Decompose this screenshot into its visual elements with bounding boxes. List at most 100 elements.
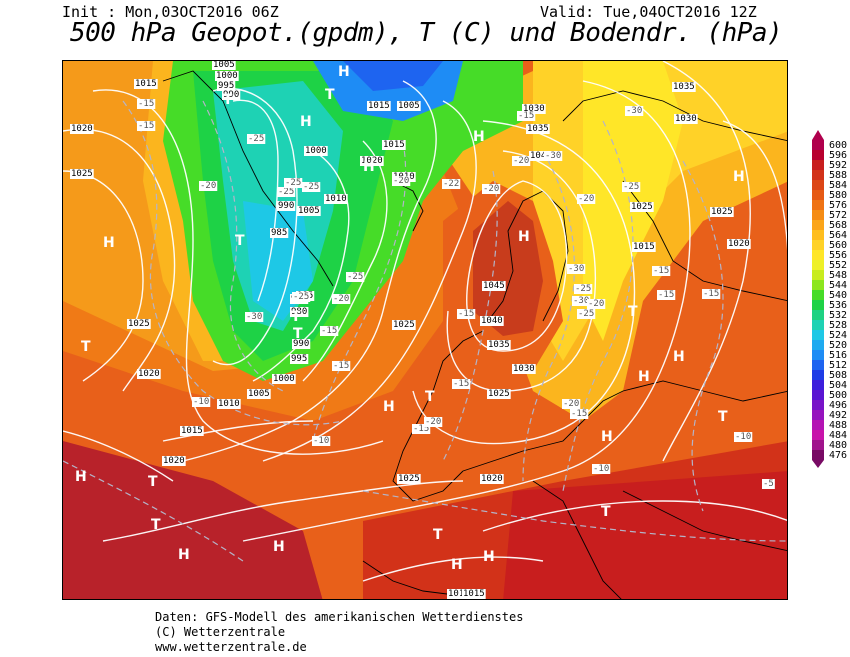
isotherm-label-bg: [346, 272, 365, 282]
isotherm-label: -25: [248, 134, 264, 144]
isobar-label: 1015: [181, 426, 203, 436]
isobar-label-bg: [222, 90, 241, 100]
isotherm-label-bg: [247, 134, 266, 144]
isobar-label-bg: [462, 589, 486, 599]
pressure-center-label: H: [75, 469, 87, 485]
isotherm-label-bg: [137, 121, 156, 131]
isobar-label: 1045: [483, 281, 505, 291]
isobar-label: 980: [291, 307, 307, 317]
isotherm-label: -22: [443, 179, 459, 189]
pressure-center-label: T: [601, 504, 611, 520]
isotherms: [63, 100, 787, 562]
legend-swatch: [812, 200, 824, 210]
isobar-label-bg: [180, 426, 204, 436]
legend-swatch: [812, 430, 824, 440]
isobar-label-bg: [382, 140, 406, 150]
isobar-label-bg: [217, 81, 236, 91]
isobar-label-bg: [480, 474, 504, 484]
isotherm-label: -20: [578, 194, 594, 204]
isobar-label: 995: [218, 81, 234, 91]
isotherm-label-bg: [284, 178, 303, 188]
isotherm-label: -20: [393, 176, 409, 186]
isobar-label: 1025: [393, 320, 415, 330]
pressure-center-label: H: [383, 399, 395, 415]
legend-swatch: [812, 170, 824, 180]
pressure-center-label: H: [601, 429, 613, 445]
footer-source: Daten: GFS-Modell des amerikanischen Wet…: [155, 610, 524, 624]
isobar-label-bg: [134, 79, 158, 89]
legend-swatch: [812, 370, 824, 380]
isobar-label: 1030: [513, 364, 535, 374]
legend-level-label: 588: [829, 170, 848, 181]
legend-level-label: 556: [829, 250, 848, 261]
isotherm-label-bg: [482, 184, 501, 194]
isotherm-label: -25: [575, 284, 591, 294]
legend-level-label: 528: [829, 320, 848, 331]
legend-swatch: [812, 180, 824, 190]
isotherm-label: -25: [293, 292, 309, 302]
isobar-label-bg: [397, 474, 421, 484]
legend-level-label: 596: [829, 150, 848, 161]
isobar-label-bg: [292, 339, 311, 349]
isobar-label-bg: [392, 320, 416, 330]
field-darkred-sw: [63, 441, 323, 599]
isotherm-label-bg: [652, 266, 671, 276]
legend-swatch: [812, 350, 824, 360]
isotherm-label: -25: [285, 178, 301, 188]
isobar-label-bg: [632, 242, 656, 252]
legend-swatch: [812, 260, 824, 270]
isotherm-label: -20: [200, 181, 216, 191]
legend-level-label: 488: [829, 420, 848, 431]
isotherm-label-bg: [312, 436, 331, 446]
legend-level-label: 600: [829, 140, 848, 151]
isotherm-label: -15: [658, 290, 674, 300]
isotherm-label: -15: [703, 289, 719, 299]
legend-swatch: [812, 270, 824, 280]
legend-level-label: 572: [829, 210, 848, 221]
isobar-label: 1025: [71, 169, 93, 179]
isobar-label: 1015: [448, 589, 470, 599]
pressure-center-label: H: [103, 235, 115, 251]
field-darkred-se: [503, 471, 787, 599]
legend-swatch: [812, 450, 824, 460]
isobar-label-bg: [297, 206, 321, 216]
isobar-label-bg: [482, 281, 506, 291]
isotherm-label: -25: [347, 272, 363, 282]
isotherm-label: -25: [278, 187, 294, 197]
isotherm-label: -15: [453, 379, 469, 389]
isobar-label: 1020: [138, 369, 160, 379]
isotherm-label-bg: [302, 182, 321, 192]
isotherm-label: -10: [735, 432, 751, 442]
legend-level-label: 552: [829, 260, 848, 271]
isotherm-label-bg: [199, 181, 218, 191]
isobar-label: 990: [278, 201, 294, 211]
isotherm-label-bg: [412, 424, 431, 434]
isotherm-label-bg: [392, 176, 411, 186]
legend-level-label: 580: [829, 190, 848, 201]
isotherm-label: -15: [138, 99, 154, 109]
legend-swatch: [812, 220, 824, 230]
isotherm-label-bg: [577, 194, 596, 204]
isobar-label: 985: [271, 228, 287, 238]
legend-level-label: 568: [829, 220, 848, 231]
isobar-label: 1020: [163, 456, 185, 466]
legend-level-label: 548: [829, 270, 848, 281]
pressure-center-label: H: [673, 349, 685, 365]
isobar-label: 1015: [633, 242, 655, 252]
pressure-center-label: H: [518, 229, 530, 245]
legend-swatch: [812, 160, 824, 170]
legend-level-label: 500: [829, 390, 848, 401]
legend-swatch: [812, 360, 824, 370]
legend-swatch: [812, 410, 824, 420]
legend-level-label: 520: [829, 340, 848, 351]
pressure-center-label: H: [178, 547, 190, 563]
isotherm-label: -10: [593, 464, 609, 474]
isotherm-label-bg: [574, 284, 593, 294]
isotherm-label-bg: [622, 182, 641, 192]
isobar-label-bg: [367, 101, 391, 111]
pressure-center-label: T: [325, 87, 335, 103]
legend-level-label: 504: [829, 380, 848, 391]
pressure-center-label: H: [300, 114, 312, 130]
isobar-label-bg: [290, 307, 309, 317]
